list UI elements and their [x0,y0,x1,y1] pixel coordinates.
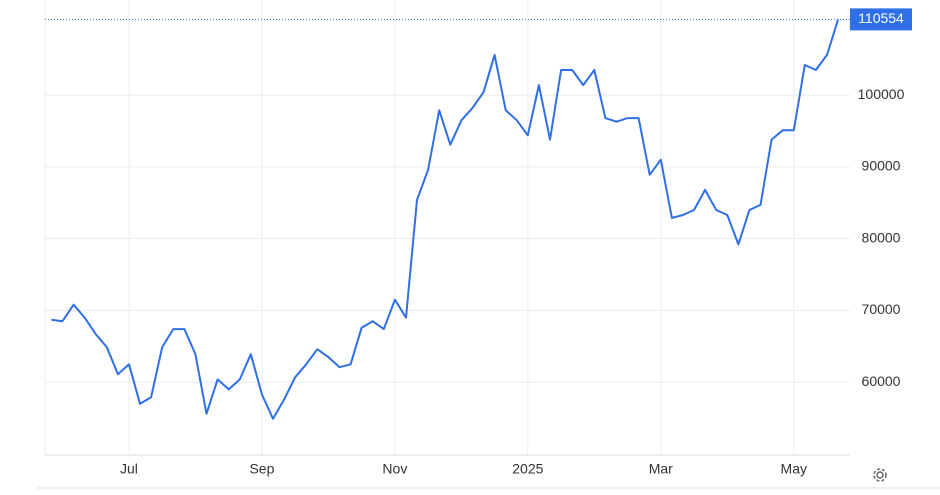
x-tick-label: Sep [249,461,274,477]
settings-icon[interactable] [873,468,887,482]
x-tick-label: Nov [382,461,407,477]
y-tick-label: 70000 [862,301,901,317]
y-tick-label: 90000 [862,158,901,174]
last-price-label: 110554 [858,10,904,26]
y-tick-label: 60000 [862,373,901,389]
price-line [51,19,840,420]
x-tick-label: May [781,461,807,477]
x-tick-label: Jul [120,461,138,477]
x-tick-label: 2025 [512,461,543,477]
y-tick-label: 80000 [862,229,901,245]
x-tick-label: Mar [649,461,673,477]
y-tick-label: 100000 [858,86,905,102]
last-price-badge [850,8,912,31]
